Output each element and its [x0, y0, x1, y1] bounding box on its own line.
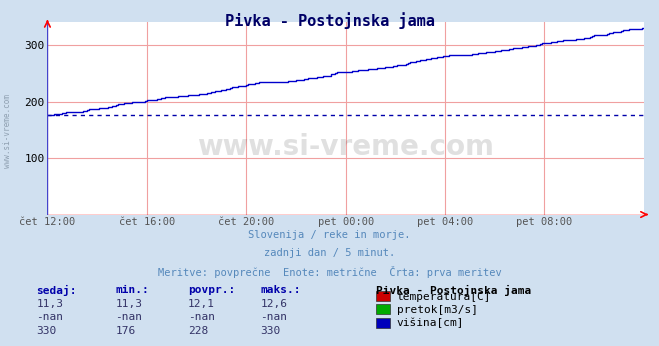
Text: -nan: -nan: [188, 312, 215, 322]
Text: Pivka - Postojnska jama: Pivka - Postojnska jama: [376, 285, 531, 297]
Text: -nan: -nan: [36, 312, 63, 322]
Text: 11,3: 11,3: [36, 299, 63, 309]
Text: pretok[m3/s]: pretok[m3/s]: [397, 305, 478, 315]
Text: Slovenija / reke in morje.: Slovenija / reke in morje.: [248, 230, 411, 240]
Text: -nan: -nan: [115, 312, 142, 322]
Text: 12,6: 12,6: [260, 299, 287, 309]
Text: zadnji dan / 5 minut.: zadnji dan / 5 minut.: [264, 248, 395, 258]
Text: višina[cm]: višina[cm]: [397, 318, 464, 328]
Text: 11,3: 11,3: [115, 299, 142, 309]
Text: min.:: min.:: [115, 285, 149, 295]
Text: 330: 330: [36, 326, 57, 336]
Text: www.si-vreme.com: www.si-vreme.com: [3, 94, 13, 169]
Text: -nan: -nan: [260, 312, 287, 322]
Text: 176: 176: [115, 326, 136, 336]
Text: Pivka - Postojnska jama: Pivka - Postojnska jama: [225, 12, 434, 29]
Text: 330: 330: [260, 326, 281, 336]
Text: maks.:: maks.:: [260, 285, 301, 295]
Text: povpr.:: povpr.:: [188, 285, 235, 295]
Text: temperatura[C]: temperatura[C]: [397, 292, 491, 301]
Text: www.si-vreme.com: www.si-vreme.com: [197, 133, 494, 161]
Text: sedaj:: sedaj:: [36, 285, 76, 297]
Text: Meritve: povprečne  Enote: metrične  Črta: prva meritev: Meritve: povprečne Enote: metrične Črta:…: [158, 266, 501, 278]
Text: 228: 228: [188, 326, 208, 336]
Text: 12,1: 12,1: [188, 299, 215, 309]
